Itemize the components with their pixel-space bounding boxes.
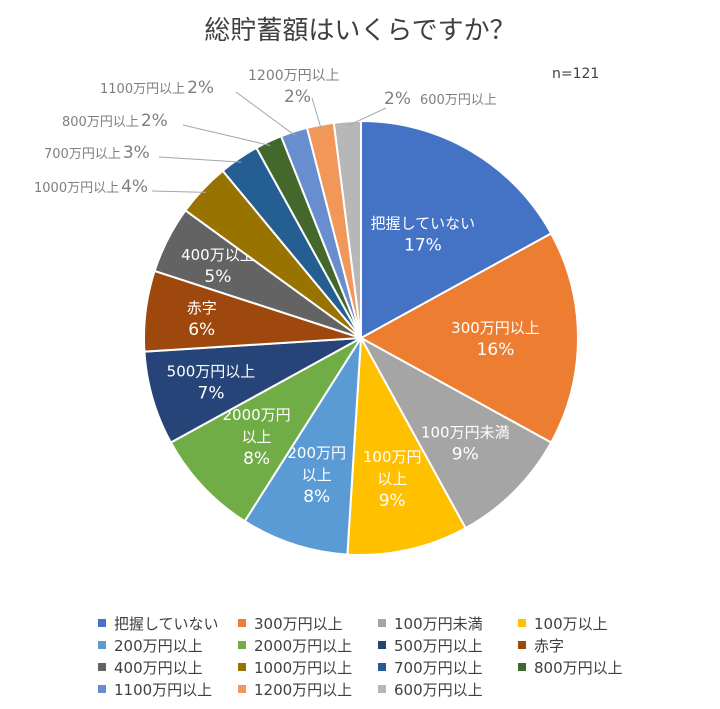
- slice-value-label: 5%: [204, 267, 231, 287]
- legend-label: 500万円以上: [394, 636, 483, 655]
- legend-label: 800万円以上: [534, 658, 623, 677]
- leader-line: [158, 156, 242, 163]
- slice-name-label: 200万円: [287, 444, 346, 462]
- legend-label: 2000万円以上: [254, 636, 353, 655]
- legend-item: 把握していない: [98, 612, 238, 634]
- legend-row: 400万円以上 1000万円以上 700万円以上 800万円以上: [98, 656, 658, 678]
- slice-value-label: 2%: [284, 87, 311, 107]
- legend-item: 1000万円以上: [238, 656, 378, 678]
- pie-slice: [346, 334, 467, 556]
- legend: 把握していない 300万円以上 100万円未満 100万以上 200万円以上 2000万円…: [98, 612, 658, 700]
- legend-item: 100万以上: [518, 612, 658, 634]
- leader-line: [182, 124, 271, 147]
- pie-chart: 把握していない17%300万円以上16%100万円未満9%100万円以上9%20…: [34, 68, 580, 556]
- legend-item: 赤字: [518, 634, 658, 656]
- pie-slice: [360, 119, 553, 340]
- legend-swatch: [98, 619, 106, 627]
- legend-item: 500万円以上: [378, 634, 518, 656]
- legend-swatch: [98, 685, 106, 693]
- legend-item: 800万円以上: [518, 656, 658, 678]
- legend-item: 2000万円以上: [238, 634, 378, 656]
- legend-item: 300万円以上: [238, 612, 378, 634]
- slice-value-label: 9%: [379, 491, 406, 511]
- legend-row: 1100万円以上 1200万円以上 600万円以上: [98, 678, 658, 700]
- slice-name-label: 以上: [377, 470, 407, 488]
- legend-swatch: [518, 619, 526, 627]
- leader-line: [151, 190, 207, 193]
- slice-value-label: 16%: [477, 340, 515, 360]
- slice-name-label: 1200万円以上: [248, 68, 340, 84]
- legend-swatch: [238, 619, 246, 627]
- legend-swatch: [518, 641, 526, 649]
- legend-item: 600万円以上: [378, 678, 518, 700]
- slice-name-label: 600万円以上: [420, 93, 497, 108]
- slice-value-label: 9%: [452, 444, 479, 464]
- legend-label: 400万円以上: [114, 658, 203, 677]
- leader-line: [311, 97, 322, 130]
- legend-label: 1000万円以上: [254, 658, 353, 677]
- legend-label: 赤字: [534, 636, 565, 655]
- legend-swatch: [378, 641, 386, 649]
- chart-title: 総貯蓄額はいくらですか？: [204, 16, 516, 46]
- legend-item: 200万円以上: [98, 634, 238, 656]
- slice-name-label: 300万円以上: [451, 319, 540, 337]
- slice-value-label: 8%: [243, 449, 270, 469]
- legend-item: 1200万円以上: [238, 678, 378, 700]
- legend-swatch: [238, 663, 246, 671]
- slice-outside-label: 1100万円以上 2%: [100, 78, 214, 98]
- slice-name-label: 2000万円: [223, 406, 291, 424]
- slice-value-label: 2%: [384, 89, 411, 109]
- legend-label: 100万円未満: [394, 614, 483, 633]
- legend-label: 300万円以上: [254, 614, 343, 633]
- slice-name-label: 400万以上: [181, 246, 255, 264]
- slice-name-label: 100万円: [363, 448, 422, 466]
- pie-slice: [243, 337, 362, 556]
- slice-name-label: 100万円未満: [421, 423, 510, 441]
- legend-swatch: [238, 641, 246, 649]
- legend-item: 100万円未満: [378, 612, 518, 634]
- slice-name-label: 以上: [302, 466, 332, 484]
- legend-label: 1100万円以上: [114, 680, 213, 699]
- legend-swatch: [98, 663, 106, 671]
- leader-line: [347, 107, 387, 127]
- slice-outside-label: 800万円以上 2%: [62, 111, 168, 131]
- pie-slice: [169, 337, 362, 523]
- pie-slice: [358, 232, 580, 444]
- slice-name-label: 500万円以上: [167, 363, 256, 381]
- slice-value-label: 6%: [188, 320, 215, 340]
- legend-swatch: [378, 663, 386, 671]
- leader-line: [235, 91, 296, 137]
- legend-swatch: [518, 663, 526, 671]
- slice-outside-label: 700万円以上 3%: [44, 143, 150, 163]
- legend-swatch: [98, 641, 106, 649]
- slice-value-label: 17%: [404, 235, 442, 255]
- legend-label: 1200万円以上: [254, 680, 353, 699]
- legend-label: 把握していない: [114, 614, 219, 633]
- legend-swatch: [238, 685, 246, 693]
- legend-label: 200万円以上: [114, 636, 203, 655]
- slice-outside-label: 1000万円以上 4%: [34, 177, 148, 197]
- legend-row: 200万円以上 2000万円以上 500万円以上 赤字: [98, 634, 658, 656]
- pie-slice: [358, 335, 553, 530]
- slice-name-label: 赤字: [187, 299, 217, 317]
- legend-item: 1100万円以上: [98, 678, 238, 700]
- slice-value-label: 7%: [198, 384, 225, 404]
- legend-label: 100万以上: [534, 614, 608, 633]
- sample-size-annotation: n=121: [552, 66, 600, 82]
- legend-label: 700万円以上: [394, 658, 483, 677]
- legend-row: 把握していない 300万円以上 100万円未満 100万以上: [98, 612, 658, 634]
- legend-item: 400万円以上: [98, 656, 238, 678]
- slice-name-label: 以上: [242, 428, 272, 446]
- slice-name-label: 把握していない: [371, 214, 476, 232]
- legend-label: 600万円以上: [394, 680, 483, 699]
- legend-swatch: [378, 685, 386, 693]
- pie-slice: [332, 119, 362, 339]
- legend-item: 700万円以上: [378, 656, 518, 678]
- slice-value-label: 8%: [303, 487, 330, 507]
- legend-swatch: [378, 619, 386, 627]
